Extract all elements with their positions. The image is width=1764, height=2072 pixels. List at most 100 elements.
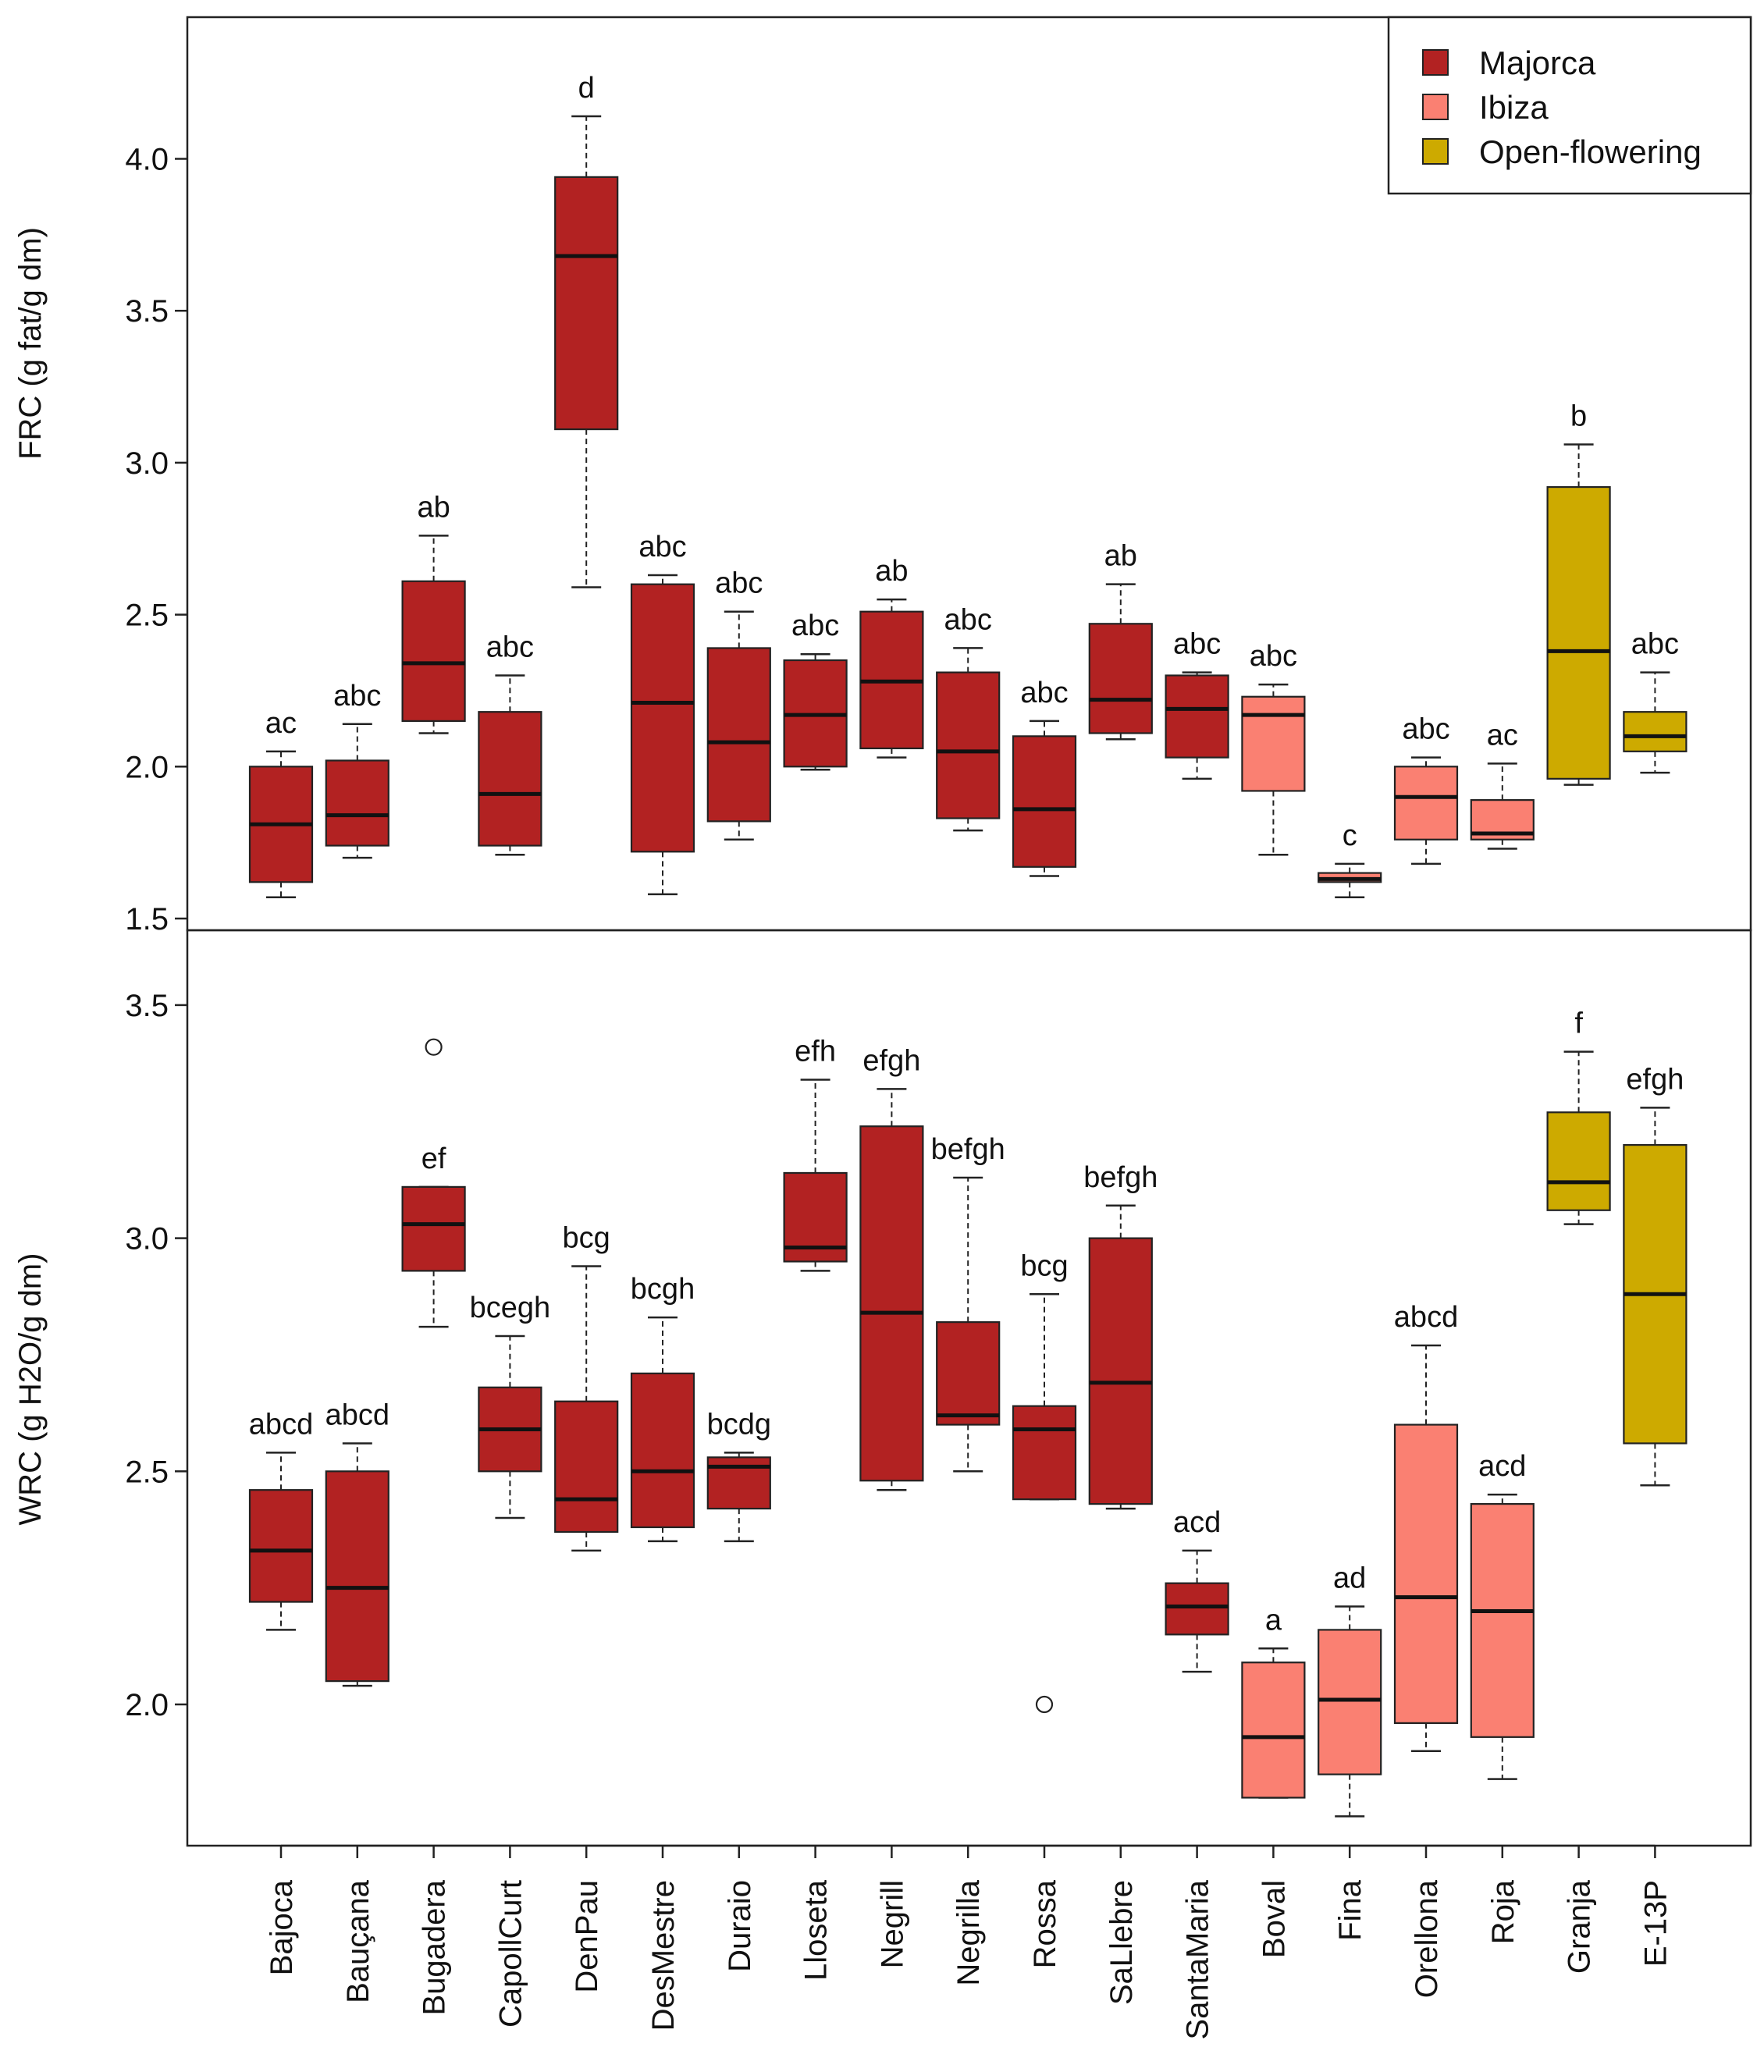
iqr-box: [554, 176, 619, 431]
x-category-label-granja: Granja: [1563, 1879, 1597, 1974]
significance-letters: ac: [1487, 719, 1518, 752]
legend-swatch-ibiza: [1422, 94, 1449, 120]
frc-box-bauc-ana: abc: [325, 680, 389, 859]
bottom-panel-wrc: 2.0 2.5 3.0 3.5 WRC (g H2O/g dm) abcd abcd ef bc…: [13, 929, 1752, 1847]
wrc-box-granja: f: [1546, 1008, 1611, 1225]
significance-letters: abc: [1020, 677, 1068, 709]
frc-ytick-label: 2.5: [125, 599, 169, 633]
iqr-box: [1012, 1405, 1077, 1501]
wrc-box-sallebre: befgh: [1083, 1161, 1158, 1510]
frc-box-negrill: ab: [859, 555, 924, 759]
frc-ytick-label: 4.0: [125, 143, 169, 177]
wrc-box-capollcurt: bcegh: [470, 1292, 551, 1519]
significance-letters: c: [1343, 819, 1357, 852]
iqr-box: [554, 1400, 619, 1534]
significance-letters: b: [1570, 400, 1587, 433]
outlier-point: [1035, 1695, 1054, 1714]
frc-box-negrilla: abc: [936, 603, 1001, 832]
frc-box-bajoca: ac: [248, 707, 314, 898]
frc-box-denpau: d: [554, 72, 619, 588]
wrc-ytick-label: 2.5: [125, 1455, 169, 1489]
legend-label-majorca: Majorca: [1479, 44, 1596, 81]
wrc-box-desmestre: bcgh: [631, 1273, 695, 1543]
frc-y-axis-title: FRC (g fat/g dm): [13, 227, 48, 460]
frc-box-duraio: abc: [706, 567, 771, 841]
x-category-label-negrilla: Negrilla: [951, 1879, 986, 1985]
significance-letters: acd: [1478, 1450, 1526, 1483]
wrc-box-e-13p: efgh: [1623, 1063, 1688, 1487]
x-category-label-lloseta: Lloseta: [799, 1879, 834, 1981]
iqr-box: [1088, 1237, 1153, 1505]
significance-letters: bcdg: [707, 1408, 771, 1441]
significance-letters: befgh: [931, 1133, 1005, 1166]
significance-letters: a: [1265, 1604, 1282, 1637]
significance-letters: abc: [638, 531, 686, 563]
frc-box-rossa: abc: [1012, 677, 1077, 877]
wrc-box-lloseta: efh: [783, 1035, 848, 1272]
wrc-box-rossa: bcg: [1012, 1249, 1077, 1714]
wrc-box-roja: acd: [1470, 1450, 1535, 1780]
iqr-box: [1318, 1629, 1382, 1775]
wrc-box-duraio: bcdg: [707, 1408, 771, 1543]
frc-box-e-13p: abc: [1623, 628, 1688, 774]
frc-box-santamaria: abc: [1165, 628, 1229, 780]
frc-box-orellona: abc: [1393, 713, 1459, 865]
significance-letters: ab: [417, 491, 450, 524]
significance-letters: ab: [1104, 540, 1137, 573]
iqr-box: [478, 711, 542, 847]
iqr-box: [1012, 735, 1077, 868]
frc-box-capollcurt: abc: [478, 631, 542, 856]
significance-letters: abc: [1250, 640, 1297, 673]
iqr-box: [401, 1185, 466, 1272]
iqr-box: [1470, 1503, 1535, 1738]
frc-box-bugadera: ab: [401, 491, 466, 734]
frc-ytick-label: 3.0: [125, 446, 169, 481]
significance-letters: efgh: [862, 1044, 920, 1077]
wrc-ytick-label: 2.0: [125, 1688, 169, 1722]
wrc-y-axis-title: WRC (g H2O/g dm): [13, 1253, 48, 1526]
significance-letters: bcg: [563, 1221, 610, 1254]
significance-letters: bcegh: [470, 1292, 551, 1324]
wrc-box-negrill: efgh: [859, 1044, 924, 1491]
iqr-box: [1241, 695, 1306, 792]
significance-letters: abc: [791, 610, 839, 642]
significance-letters: ac: [265, 707, 297, 740]
significance-letters: efh: [795, 1035, 836, 1068]
significance-letters: f: [1574, 1008, 1583, 1040]
significance-letters: abcd: [249, 1408, 313, 1441]
significance-letters: abc: [333, 680, 381, 713]
iqr-box: [1393, 1423, 1459, 1724]
x-category-label-e-13p: E-13P: [1638, 1880, 1673, 1967]
x-category-label-santamaria: SantaMaria: [1181, 1879, 1215, 2039]
x-category-label-duraio: Duraio: [723, 1880, 757, 1972]
x-category-label-fina: Fina: [1333, 1879, 1367, 1941]
significance-letters: acd: [1173, 1506, 1221, 1539]
wrc-box-bajoca: abcd: [249, 1408, 313, 1631]
legend-swatch-open-flowering: [1422, 138, 1449, 165]
wrc-box-orellona: abcd: [1393, 1301, 1459, 1752]
x-category-label-bajoca: Bajoca: [265, 1879, 299, 1975]
frc-ytick-label: 2.0: [125, 750, 169, 784]
frc-box-desmestre: abc: [630, 531, 695, 896]
x-category-label-negrill: Negrill: [875, 1880, 909, 1968]
wrc-box-fina: ad: [1318, 1562, 1382, 1818]
wrc-box-denpau: bcg: [554, 1221, 619, 1552]
iqr-box: [1393, 766, 1459, 841]
x-category-label-bauc-ana: Bauçana: [341, 1879, 375, 2003]
significance-letters: abc: [486, 631, 534, 663]
wrc-box-bugadera: ef: [401, 1038, 466, 1328]
frc-box-boval: abc: [1241, 640, 1306, 856]
significance-letters: abc: [715, 567, 763, 600]
iqr-box: [1088, 623, 1153, 734]
x-category-label-roja: Roja: [1486, 1879, 1520, 1944]
x-category-label-desmestre: DesMestre: [646, 1880, 681, 2031]
iqr-box: [1546, 485, 1611, 780]
significance-letters: abc: [1631, 628, 1679, 661]
significance-letters: abc: [1402, 713, 1449, 746]
wrc-box-bauc-ana: abcd: [325, 1399, 389, 1687]
iqr-box: [1165, 1582, 1229, 1636]
frc-box-roja: ac: [1470, 719, 1535, 850]
significance-letters: ab: [875, 555, 908, 588]
